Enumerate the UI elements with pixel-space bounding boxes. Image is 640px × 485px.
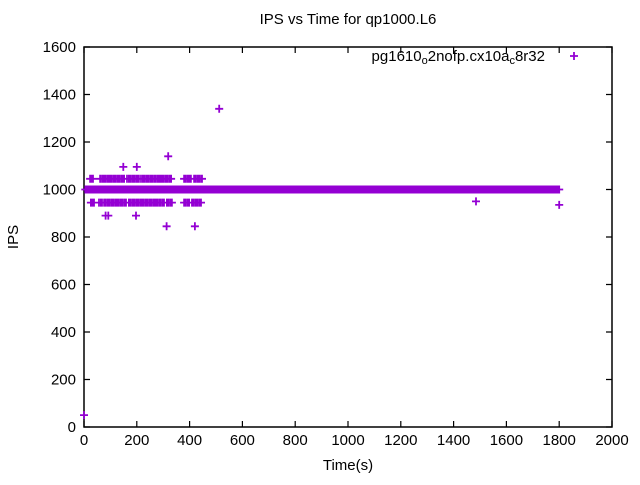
x-tick-label: 600	[230, 432, 255, 449]
y-tick-label: 1000	[43, 182, 76, 199]
x-tick-label: 400	[177, 432, 202, 449]
legend-marker	[570, 52, 578, 60]
y-tick-label: 400	[51, 324, 76, 341]
y-axis-label: IPS	[5, 225, 22, 249]
x-tick-label: 800	[283, 432, 308, 449]
y-tick-label: 1400	[43, 87, 76, 104]
y-tick-label: 200	[51, 372, 76, 389]
x-tick-label: 2000	[595, 432, 628, 449]
x-tick-label: 1400	[437, 432, 470, 449]
axis-ticks	[83, 46, 613, 428]
y-tick-label: 1200	[43, 134, 76, 151]
plot-border	[83, 46, 613, 428]
x-axis-label: Time(s)	[323, 457, 373, 474]
legend-label: pg1610o2nofp.cx10ac8r32	[372, 48, 545, 67]
series-points	[80, 104, 564, 420]
y-tick-label: 600	[51, 277, 76, 294]
chart-title: IPS vs Time for qp1000.L6	[260, 11, 437, 28]
x-tick-label: 200	[124, 432, 149, 449]
x-tick-label: 0	[80, 432, 88, 449]
x-tick-label: 1800	[543, 432, 576, 449]
y-tick-label: 800	[51, 229, 76, 246]
y-tick-label: 1600	[43, 39, 76, 56]
x-tick-label: 1200	[384, 432, 417, 449]
x-tick-label: 1000	[331, 432, 364, 449]
y-tick-label: 0	[68, 419, 76, 436]
x-tick-label: 1600	[490, 432, 523, 449]
